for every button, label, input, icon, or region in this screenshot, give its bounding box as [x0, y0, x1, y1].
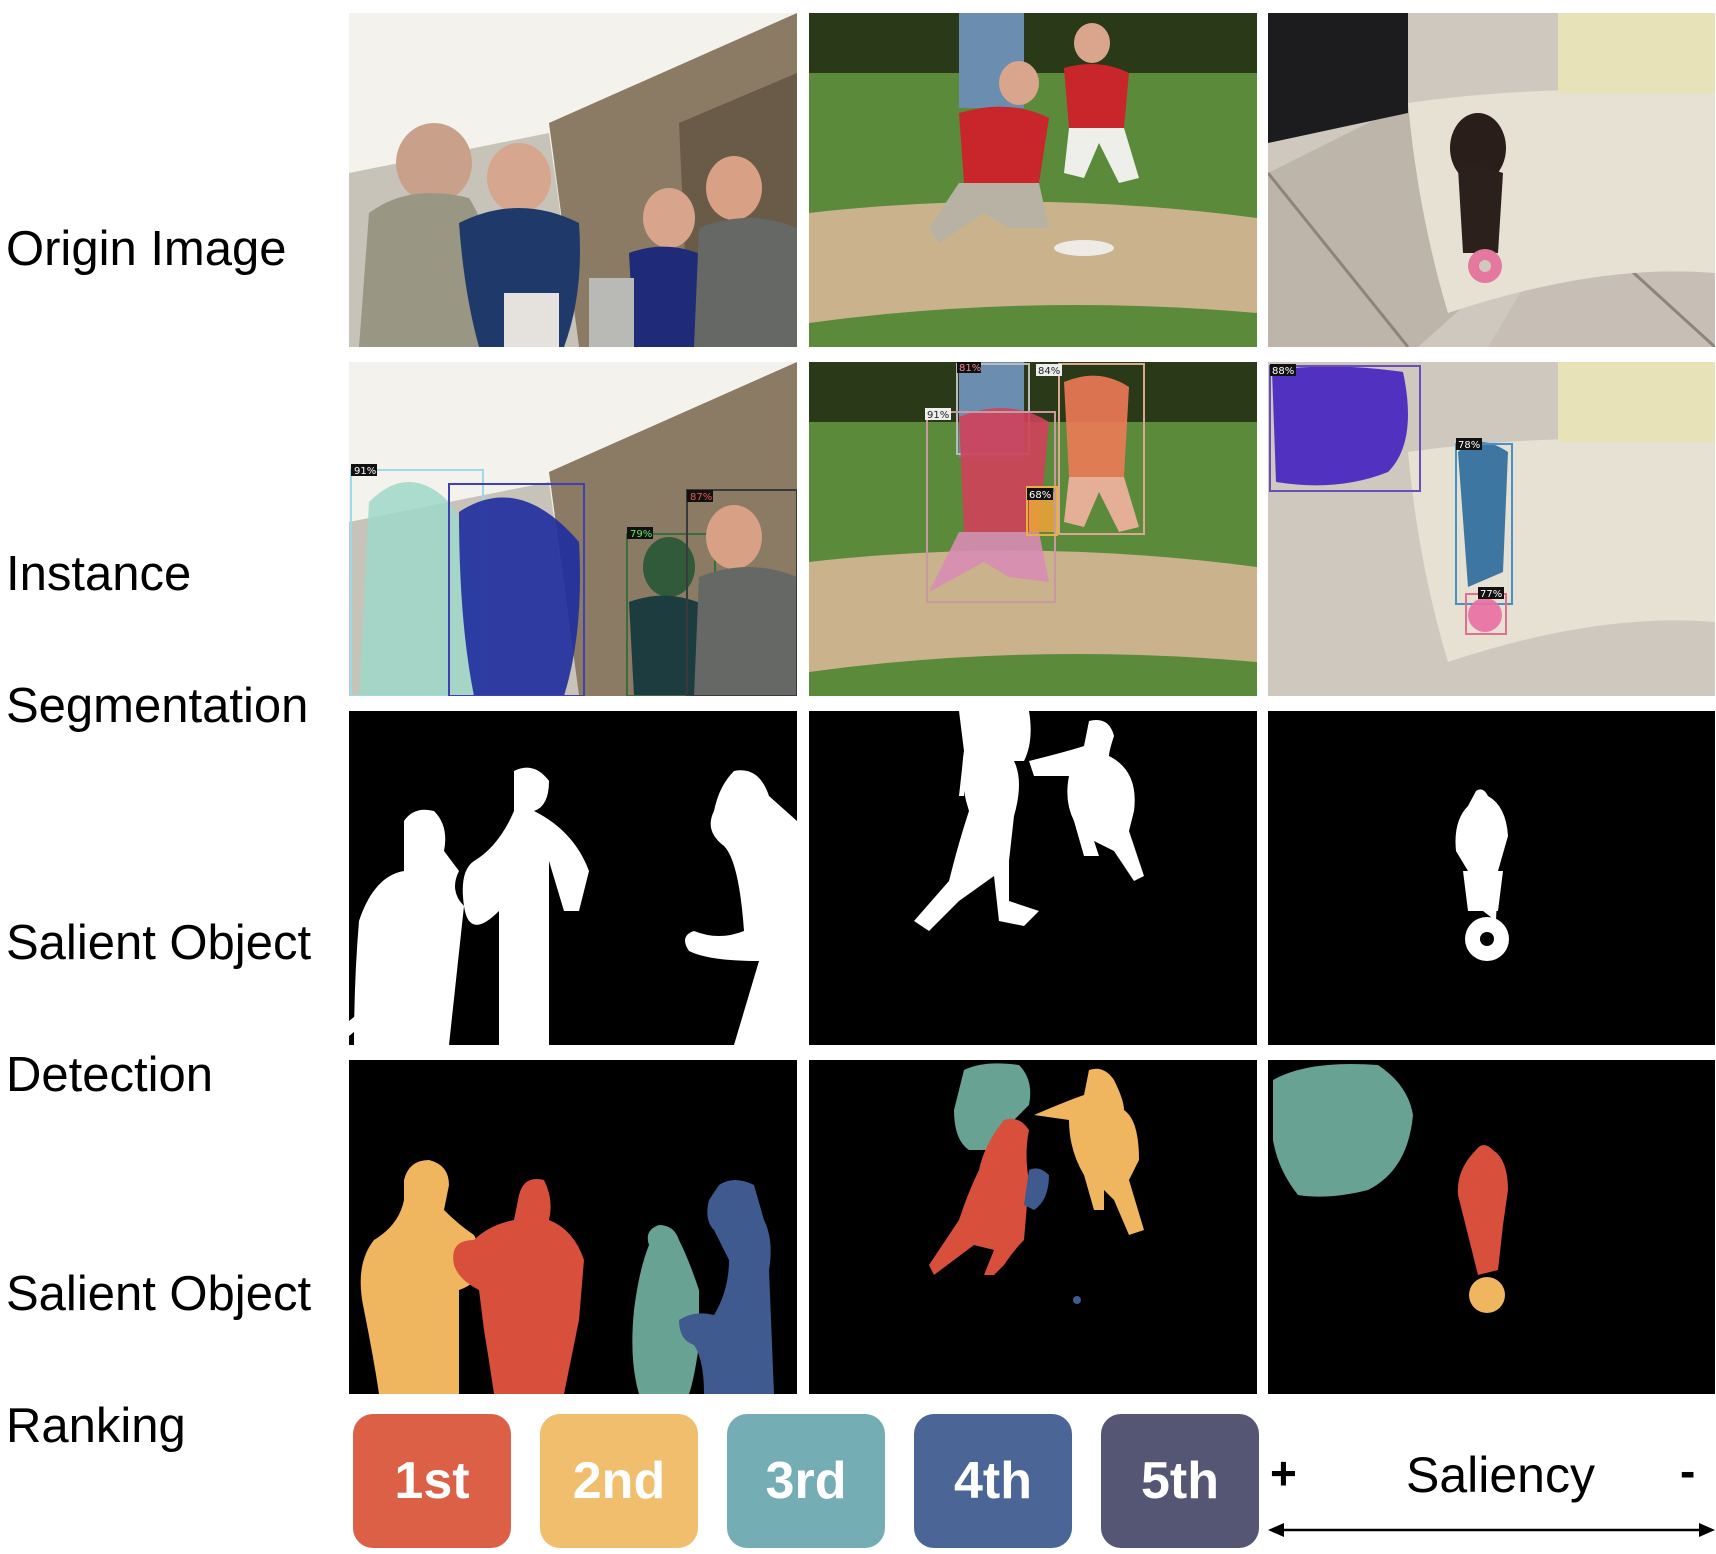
instance-score-label: 81% [959, 363, 981, 374]
saliency-arrow-icon [1268, 1523, 1715, 1537]
instance-score-label: 78% [1458, 440, 1480, 451]
origin-image-dog [1268, 13, 1715, 347]
saliency-minus-sign: - [1680, 1445, 1696, 1497]
row-label-salient-object-detection: Salient Object Detection [6, 844, 346, 1174]
rank-legend-4th: 4th [914, 1414, 1072, 1548]
row-label-instance-segmentation: Instance Segmentation [6, 475, 346, 805]
rank-mask-dog [1268, 1060, 1715, 1394]
rank-mask-baseball [809, 1060, 1257, 1394]
rank-legend-2nd: 2nd [540, 1414, 698, 1548]
instance-seg-dog: 88% 78% 77% [1268, 362, 1715, 696]
instance-seg-people: 91% 87% 79% [349, 362, 797, 696]
row-label-origin-image: Origin Image [6, 150, 346, 348]
instance-score-label: 84% [1038, 366, 1060, 377]
origin-image-baseball [809, 13, 1257, 347]
row-label-salient-object-ranking: Salient Object Ranking [6, 1195, 346, 1525]
row-label-line: Detection [6, 1048, 214, 1102]
instance-score-label: 88% [1272, 366, 1294, 377]
saliency-mask-dog [1268, 711, 1715, 1045]
row-label-line: Salient Object [6, 1267, 312, 1321]
saliency-label: Saliency [1406, 1447, 1595, 1503]
origin-image-people [349, 13, 797, 347]
row-label-line: Origin Image [6, 222, 287, 276]
row-label-line: Salient Object [6, 916, 312, 970]
rank-legend-1st: 1st [353, 1414, 511, 1548]
saliency-plus-sign: + [1270, 1447, 1297, 1499]
instance-score-label: 79% [630, 529, 652, 540]
rank-legend-5th: 5th [1101, 1414, 1259, 1548]
instance-score-label: 87% [690, 492, 712, 503]
instance-seg-baseball: 81% 84% 91% 68% [809, 362, 1257, 696]
instance-score-label: 68% [1029, 490, 1051, 501]
instance-score-label: 77% [1480, 589, 1502, 600]
row-label-line: Segmentation [6, 679, 309, 733]
saliency-mask-people [349, 711, 797, 1045]
row-label-line: Ranking [6, 1399, 186, 1453]
rank-legend-3rd: 3rd [727, 1414, 885, 1548]
saliency-mask-baseball [809, 711, 1257, 1045]
instance-score-label: 91% [927, 410, 949, 421]
row-label-line: Instance [6, 547, 192, 601]
instance-score-label: 91% [354, 466, 376, 477]
rank-mask-people [349, 1060, 797, 1394]
